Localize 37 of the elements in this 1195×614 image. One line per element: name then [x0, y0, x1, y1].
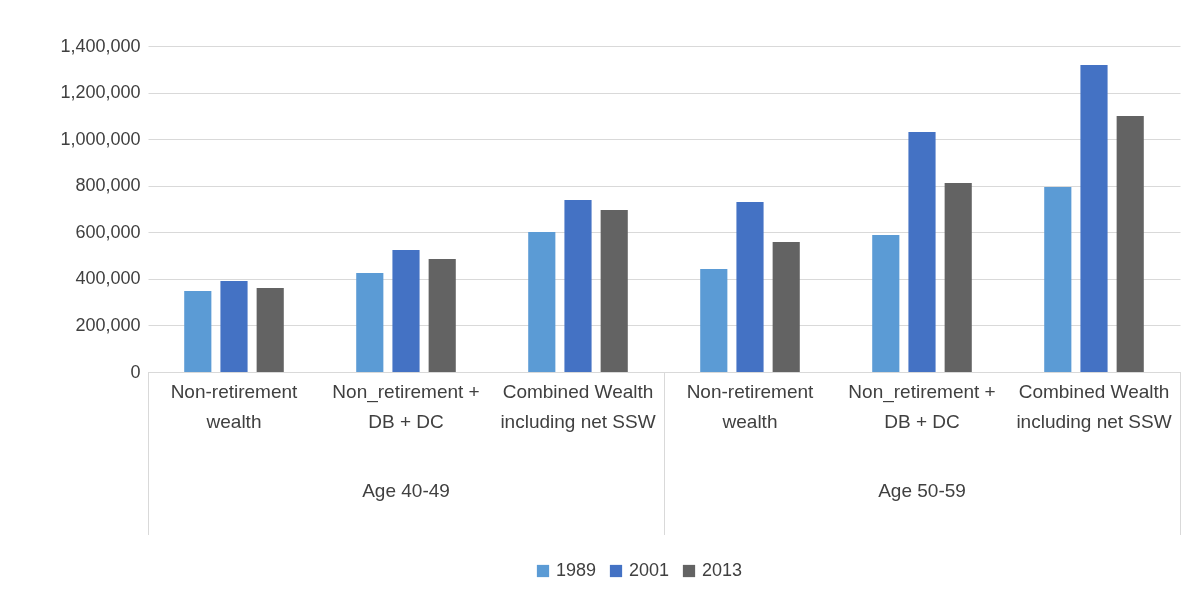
y-tick-label: 1,400,000: [60, 35, 141, 56]
y-tick-label: 400,000: [75, 268, 141, 289]
bar: [700, 269, 728, 372]
bar: [392, 249, 420, 372]
legend-label: 2013: [702, 560, 743, 580]
bar: [736, 202, 764, 372]
y-tick-label: 1,200,000: [60, 82, 141, 103]
bar: [528, 232, 556, 372]
y-tick-label: 1,000,000: [60, 128, 141, 149]
y-tick-label: 0: [130, 361, 141, 382]
bar: [356, 273, 384, 372]
bar: [428, 259, 456, 372]
bar: [256, 287, 284, 372]
x-tick-label: Non-retirement wealth: [686, 380, 815, 432]
x-tick-label: Combined Wealth including net SSW: [1016, 380, 1172, 432]
bar: [600, 209, 628, 372]
y-tick-label: 600,000: [75, 221, 141, 242]
bar: [908, 131, 936, 372]
bar: [1080, 65, 1108, 372]
legend-label: 1989: [556, 560, 597, 580]
x-tick-label: Non-retirement wealth: [170, 380, 299, 432]
bar: [1044, 186, 1072, 372]
legend-label: 2001: [629, 560, 670, 580]
x-tick-label: Combined Wealth including net SSW: [500, 380, 656, 432]
bar: [184, 290, 212, 372]
bar: [220, 280, 248, 372]
bar: [944, 182, 972, 372]
bar: [1116, 116, 1144, 372]
bar: [872, 235, 900, 372]
y-tick-label: 800,000: [75, 175, 141, 196]
x-tick-label: Non_retirement + DB + DC: [332, 380, 480, 432]
y-tick-label: 200,000: [75, 314, 141, 335]
bar: [564, 199, 592, 372]
x-tick-label: Non_retirement + DB + DC: [848, 380, 996, 432]
text: Age 50-59: [877, 480, 967, 502]
bar: [772, 242, 800, 372]
text: Age 40-49: [361, 480, 451, 502]
